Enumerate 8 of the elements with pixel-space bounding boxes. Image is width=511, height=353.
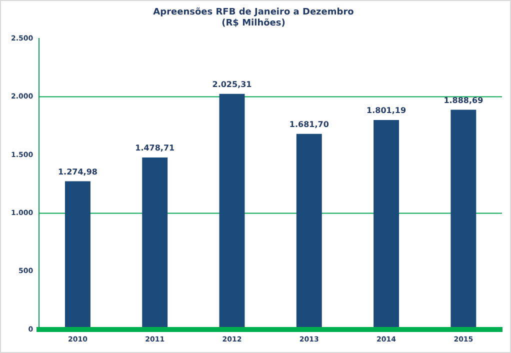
data-label: 1.888,69 (444, 96, 484, 105)
chart-title: Apreensões RFB de Janeiro a Dezembro (153, 8, 354, 18)
data-label: 1.478,71 (135, 144, 176, 153)
data-label: 2.025,31 (212, 80, 252, 89)
data-label: 1.274,98 (58, 167, 98, 176)
chart-subtitle: (R$ Milhões) (222, 18, 286, 29)
data-label: 1.801,19 (366, 106, 406, 116)
data-label: 1.681,70 (289, 120, 330, 129)
